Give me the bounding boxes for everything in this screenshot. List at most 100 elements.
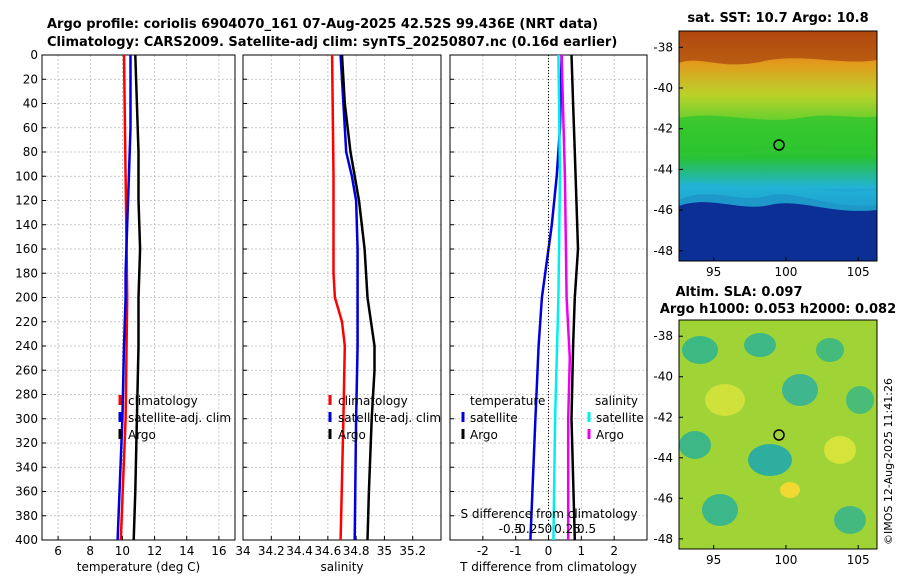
x-tick-label: -2 — [477, 544, 489, 558]
series-line-satellite-adj--clim — [339, 54, 359, 541]
series-line-temperature-argo — [570, 54, 580, 541]
x-tick-label: 8 — [86, 544, 94, 558]
legend-title-temperature: temperature — [470, 394, 545, 408]
legend-label: Argo — [128, 428, 156, 442]
map-x-tick-label: 105 — [847, 553, 870, 567]
y-tick-label: 380 — [15, 509, 38, 523]
map-y-tick-label: -44 — [653, 451, 673, 465]
y-tick-label: 140 — [15, 218, 38, 232]
x-tick-label: 1 — [578, 544, 586, 558]
x-tick-label: 34.2 — [258, 544, 285, 558]
x-axis-label: T difference from climatology — [459, 560, 637, 574]
sla-map-title-line2: Argo h1000: 0.053 h2000: 0.082 — [660, 302, 896, 317]
sst-map-axes: -38 -40 -42 -44 -46 -48 95 100 105 — [653, 40, 869, 279]
map-y-tick-label: -42 — [653, 122, 673, 136]
y-tick-label: 400 — [15, 533, 38, 547]
legend-label: satellite — [470, 411, 518, 425]
x-tick-label: 35 — [377, 544, 392, 558]
legend-label: climatology — [128, 394, 198, 408]
map-y-tick-label: -48 — [653, 532, 673, 546]
legend-label: Argo — [596, 428, 624, 442]
figure-title-line2: Climatology: CARS2009. Satellite-adj cli… — [47, 35, 617, 50]
series-line-argo — [132, 54, 142, 541]
y-tick-label: 240 — [15, 339, 38, 353]
x-tick-label-top: 0 — [545, 522, 553, 536]
x-tick-label: 14 — [179, 544, 194, 558]
legend-title-salinity: salinity — [595, 394, 638, 408]
legend-label: satellite-adj. clim — [338, 411, 441, 425]
sla-argo-location-marker — [773, 429, 785, 441]
y-tick-label: 260 — [15, 363, 38, 377]
sst-map — [679, 31, 877, 261]
map-x-tick-label: 105 — [847, 265, 870, 279]
map-y-tick-label: -46 — [653, 491, 673, 505]
x-tick-label: 6 — [54, 544, 62, 558]
y-tick-label: 80 — [23, 145, 38, 159]
y-tick-label: 200 — [15, 291, 38, 305]
x-axis-label: salinity — [320, 560, 363, 574]
legend-label: Argo — [470, 428, 498, 442]
legend-label: Argo — [338, 428, 366, 442]
x-tick-label-top: 0.5 — [577, 522, 596, 536]
map-y-tick-label: -46 — [653, 203, 673, 217]
series-line-climatology — [119, 54, 129, 541]
map-y-tick-label: -40 — [653, 81, 673, 95]
series-line-salinity-satellite — [552, 54, 562, 541]
series-line-argo — [340, 54, 376, 541]
y-tick-label: 120 — [15, 194, 38, 208]
y-tick-label: 300 — [15, 412, 38, 426]
imos-credit: ©IMOS 12-Aug-2025 11:41:26 — [882, 378, 895, 545]
x-tick-label: 34.4 — [286, 544, 313, 558]
x-tick-label: -1 — [510, 544, 522, 558]
y-tick-label: 100 — [15, 169, 38, 183]
x-tick-label-top: -0.5 — [499, 522, 522, 536]
x-tick-label: 12 — [147, 544, 162, 558]
sla-map — [679, 320, 877, 549]
sst-map-title: sat. SST: 10.7 Argo: 10.8 — [687, 11, 868, 26]
difference-panel: -2 -1 0 1 2 T difference from climatology temp… — [449, 54, 648, 574]
x-tick-label: 34.6 — [314, 544, 341, 558]
x-axis-label: temperature (deg C) — [77, 560, 200, 574]
y-tick-label: 360 — [15, 485, 38, 499]
y-tick-label: 20 — [23, 72, 38, 86]
map-x-tick-label: 95 — [706, 553, 721, 567]
x-tick-label: 34.8 — [343, 544, 370, 558]
legend-label: climatology — [338, 394, 408, 408]
x-tick-label: 10 — [115, 544, 130, 558]
y-tick-label: 60 — [23, 121, 38, 135]
temperature-panel: 6 8 10 12 14 16 temperature (deg C) 0 20 40 60 80 10… — [15, 48, 236, 574]
y-tick-label: 160 — [15, 242, 38, 256]
x-tick-label: 0 — [545, 544, 553, 558]
figure-title-line1: Argo profile: coriolis 6904070_161 07-Au… — [47, 17, 598, 32]
series-line-climatology — [330, 54, 347, 541]
map-y-tick-label: -38 — [653, 329, 673, 343]
salinity-panel: 34 34.2 34.4 34.6 34.8 35 35.2 salinity climatol… — [235, 54, 442, 574]
x-tick-label: 35.2 — [399, 544, 426, 558]
series-line-satellite-adj--clim — [116, 55, 132, 541]
x-tick-label-top: 0.25 — [554, 522, 581, 536]
map-y-tick-label: -38 — [653, 40, 673, 54]
map-y-tick-label: -48 — [653, 244, 673, 258]
x-tick-label: 34 — [235, 544, 250, 558]
map-y-tick-label: -44 — [653, 162, 673, 176]
y-tick-label: 340 — [15, 460, 38, 474]
y-tick-label: 320 — [15, 436, 38, 450]
x-tick-label: 16 — [211, 544, 226, 558]
y-tick-label: 40 — [23, 97, 38, 111]
map-y-tick-label: -40 — [653, 370, 673, 384]
sla-map-axes: -38 -40 -42 -44 -46 -48 95 100 105 — [653, 329, 869, 567]
series-line-salinity-argo — [560, 54, 572, 540]
sst-argo-location-marker — [773, 139, 785, 151]
legend-label: satellite — [596, 411, 644, 425]
map-x-tick-label: 95 — [706, 265, 721, 279]
map-y-tick-label: -42 — [653, 410, 673, 424]
y-tick-label: 0 — [30, 48, 38, 62]
x-axis-label-top: S difference from climatology — [461, 507, 638, 521]
map-x-tick-label: 100 — [774, 265, 797, 279]
y-tick-label: 280 — [15, 388, 38, 402]
sla-map-title-line1: Altim. SLA: 0.097 — [676, 285, 803, 300]
map-x-tick-label: 100 — [774, 553, 797, 567]
x-tick-label: 2 — [610, 544, 618, 558]
x-tick-label-top: -0.25 — [514, 522, 545, 536]
